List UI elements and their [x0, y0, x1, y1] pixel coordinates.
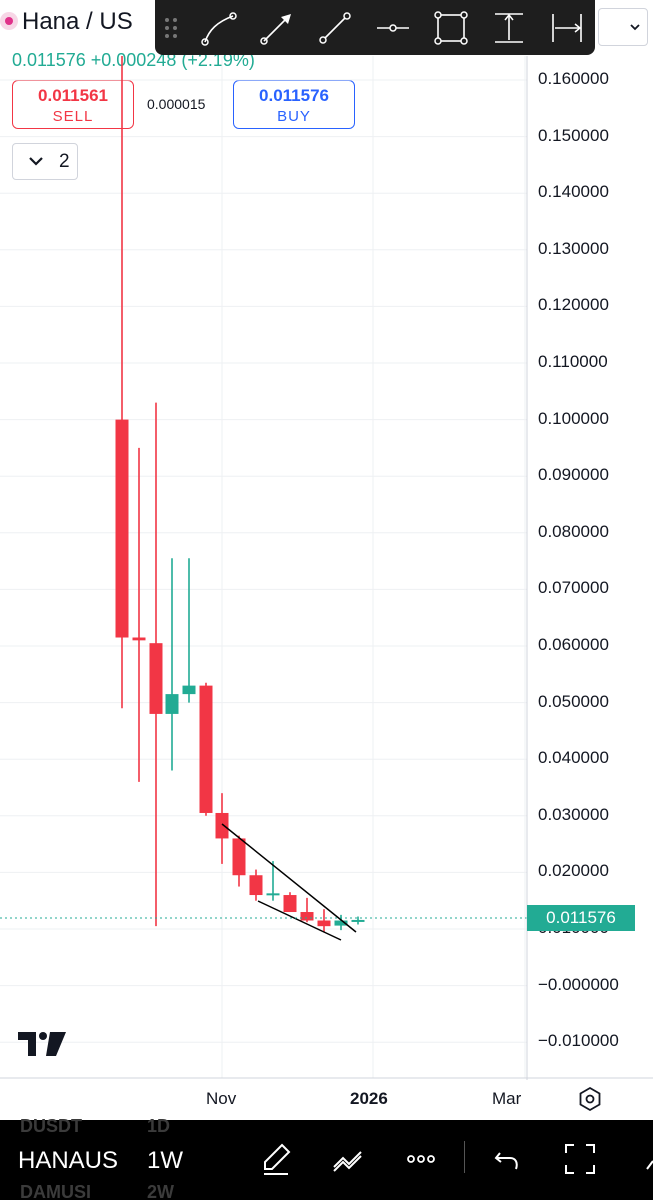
candle-body[interactable] [182, 685, 196, 695]
interval-picker[interactable]: 1W [147, 1147, 183, 1174]
drawing-toolbar [155, 0, 595, 55]
chart-header: Hana / US 0.011576 +0.000248 (+2.19%) 0.… [0, 0, 653, 185]
time-label-mar: Mar [492, 1089, 522, 1108]
candlestick-series [115, 56, 365, 932]
symbol-title[interactable]: Hana / US [22, 8, 133, 35]
horizontal-line-icon[interactable] [371, 6, 415, 50]
time-label-2026: 2026 [350, 1089, 388, 1108]
price-axis-label: −0.010000 [538, 1031, 619, 1051]
price-axis-label: 0.020000 [538, 861, 609, 881]
interval-option-above[interactable]: 1D [147, 1116, 171, 1136]
brush-icon[interactable] [258, 1141, 294, 1177]
chart-settings-icon[interactable] [577, 1086, 603, 1112]
symbol-logo-icon [0, 12, 18, 30]
price-axis-label: 0.080000 [538, 521, 609, 541]
candle-body[interactable] [300, 912, 314, 921]
candle-body[interactable] [249, 875, 263, 896]
rectangle-icon[interactable] [429, 6, 473, 50]
time-label-nov: Nov [206, 1089, 237, 1108]
trendline-lower[interactable] [257, 900, 342, 941]
candle-body[interactable] [334, 920, 348, 926]
sell-label: SELL [52, 108, 94, 125]
price-axis-label: 0.050000 [538, 691, 609, 711]
candle-body[interactable] [165, 694, 179, 714]
ray-icon[interactable] [313, 6, 357, 50]
symbol-option-above[interactable]: DUSDT [20, 1116, 82, 1136]
menu-dropdown[interactable] [598, 8, 648, 46]
price-axis-label: −0.000000 [538, 974, 619, 994]
price-axis-label: 0.030000 [538, 804, 609, 824]
candle-body[interactable] [149, 643, 163, 714]
candle-body[interactable] [115, 419, 129, 638]
candle-body[interactable] [283, 895, 297, 913]
chevron-down-icon [29, 157, 43, 166]
candle-body[interactable] [215, 812, 229, 839]
candle-body[interactable] [266, 893, 280, 896]
more-tools-icon[interactable] [633, 1141, 653, 1177]
price-range-icon[interactable] [487, 6, 531, 50]
collapse-count: 2 [59, 151, 70, 172]
fullscreen-icon[interactable] [562, 1141, 598, 1177]
collapse-indicators-button[interactable]: 2 [12, 143, 78, 180]
price-axis-label: 0.110000 [538, 352, 608, 371]
price-axis-label: 0.060000 [538, 635, 609, 654]
spread-value: 0.000015 [147, 96, 206, 112]
price-axis-label: 0.120000 [538, 295, 609, 315]
price-axis-label: 0.090000 [538, 465, 609, 485]
price-axis-label: 0.140000 [538, 182, 609, 202]
chevron-down-icon [630, 24, 640, 31]
tradingview-logo [18, 1032, 66, 1056]
more-icon[interactable] [403, 1141, 439, 1177]
symbol-option-below[interactable]: DAMUSI [20, 1182, 91, 1202]
undo-icon[interactable] [490, 1141, 526, 1177]
buy-label: BUY [277, 108, 311, 125]
sell-button[interactable]: 0.011561 SELL [12, 80, 134, 129]
candle-body[interactable] [317, 920, 331, 927]
sell-price: 0.011561 [38, 86, 108, 105]
symbol-picker[interactable]: HANAUS [18, 1147, 119, 1174]
toolbar-divider [464, 1141, 465, 1173]
bottom-toolbar [0, 1120, 653, 1200]
price-axis-label: 0.100000 [538, 408, 609, 428]
chart-grid [0, 56, 527, 1078]
price-axis-label: 0.040000 [538, 748, 609, 768]
date-range-icon[interactable] [545, 6, 589, 50]
price-change: 0.011576 +0.000248 (+2.19%) [12, 50, 255, 70]
drag-handle-icon[interactable] [163, 16, 179, 40]
candle-body[interactable] [199, 685, 213, 813]
candle-body[interactable] [351, 919, 365, 922]
interval-option-below[interactable]: 2W [147, 1182, 174, 1202]
price-axis-label: 0.160000 [538, 69, 609, 88]
candle-body[interactable] [232, 838, 246, 876]
buy-button[interactable]: 0.011576 BUY [233, 80, 355, 129]
price-axis-label: 0.070000 [538, 578, 609, 598]
chart-canvas[interactable] [0, 56, 653, 1120]
current-price-label: 0.011576 [527, 905, 635, 931]
arrow-icon[interactable] [255, 6, 299, 50]
drawn-trendlines [221, 823, 357, 941]
buy-price: 0.011576 [259, 86, 329, 105]
price-axis-label: 0.150000 [538, 125, 609, 145]
trend-line-icon[interactable] [197, 6, 241, 50]
patterns-icon[interactable] [330, 1141, 366, 1177]
candle-body[interactable] [132, 637, 146, 641]
trendline-upper[interactable] [221, 823, 357, 933]
price-axis-label: 0.130000 [538, 238, 609, 258]
